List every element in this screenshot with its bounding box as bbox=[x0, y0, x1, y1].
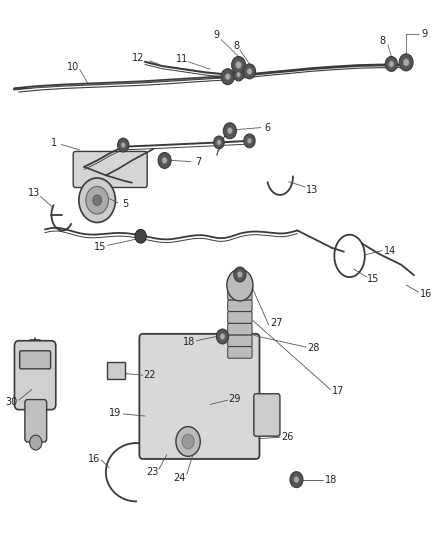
FancyBboxPatch shape bbox=[25, 400, 47, 442]
Text: 9: 9 bbox=[422, 29, 428, 39]
Circle shape bbox=[232, 56, 246, 74]
Circle shape bbox=[214, 136, 224, 149]
Text: 17: 17 bbox=[332, 385, 344, 395]
Text: 13: 13 bbox=[307, 184, 319, 195]
Text: 6: 6 bbox=[265, 123, 271, 133]
Text: 29: 29 bbox=[229, 394, 241, 404]
Text: 12: 12 bbox=[132, 53, 145, 63]
FancyBboxPatch shape bbox=[139, 334, 259, 459]
Text: 13: 13 bbox=[28, 188, 40, 198]
Circle shape bbox=[176, 426, 200, 456]
Circle shape bbox=[30, 435, 42, 450]
Text: 24: 24 bbox=[173, 473, 186, 482]
Text: 9: 9 bbox=[214, 30, 220, 40]
Text: 11: 11 bbox=[176, 54, 188, 63]
Text: 23: 23 bbox=[146, 467, 158, 477]
Circle shape bbox=[158, 152, 171, 168]
Circle shape bbox=[236, 61, 242, 69]
Circle shape bbox=[135, 229, 146, 243]
Circle shape bbox=[233, 68, 244, 81]
Circle shape bbox=[217, 140, 221, 145]
Text: 8: 8 bbox=[379, 36, 385, 46]
Circle shape bbox=[403, 59, 409, 66]
Text: 10: 10 bbox=[67, 62, 79, 72]
Circle shape bbox=[86, 187, 109, 214]
Text: 8: 8 bbox=[233, 42, 240, 52]
Text: 28: 28 bbox=[307, 343, 320, 353]
Text: 18: 18 bbox=[183, 337, 195, 347]
Text: 16: 16 bbox=[420, 289, 432, 299]
Circle shape bbox=[237, 271, 243, 278]
Circle shape bbox=[216, 329, 229, 344]
Text: 16: 16 bbox=[88, 454, 100, 464]
Text: 18: 18 bbox=[325, 475, 337, 484]
FancyBboxPatch shape bbox=[228, 312, 252, 323]
Text: 26: 26 bbox=[282, 432, 294, 442]
Circle shape bbox=[294, 477, 299, 483]
Text: 22: 22 bbox=[143, 370, 155, 380]
FancyBboxPatch shape bbox=[228, 346, 252, 358]
FancyBboxPatch shape bbox=[228, 300, 252, 312]
Text: 14: 14 bbox=[384, 246, 396, 256]
Circle shape bbox=[290, 472, 303, 488]
Circle shape bbox=[221, 69, 234, 85]
Circle shape bbox=[223, 123, 237, 139]
Circle shape bbox=[162, 157, 167, 164]
FancyBboxPatch shape bbox=[228, 323, 252, 335]
FancyBboxPatch shape bbox=[254, 394, 280, 436]
Circle shape bbox=[121, 142, 125, 148]
Text: 30: 30 bbox=[6, 397, 18, 407]
Circle shape bbox=[227, 127, 233, 134]
Circle shape bbox=[247, 138, 252, 143]
FancyBboxPatch shape bbox=[228, 335, 252, 346]
Circle shape bbox=[399, 54, 413, 71]
Circle shape bbox=[389, 61, 394, 67]
FancyBboxPatch shape bbox=[14, 341, 56, 410]
FancyBboxPatch shape bbox=[73, 151, 147, 188]
Circle shape bbox=[117, 138, 129, 152]
Circle shape bbox=[182, 434, 194, 449]
Text: 15: 15 bbox=[367, 274, 380, 284]
Circle shape bbox=[227, 269, 253, 301]
FancyBboxPatch shape bbox=[20, 351, 50, 369]
Circle shape bbox=[93, 195, 102, 206]
Circle shape bbox=[244, 134, 255, 148]
Text: 27: 27 bbox=[270, 318, 283, 328]
Circle shape bbox=[385, 56, 397, 71]
FancyBboxPatch shape bbox=[228, 288, 252, 300]
Text: 5: 5 bbox=[122, 199, 128, 209]
FancyBboxPatch shape bbox=[107, 362, 125, 379]
Circle shape bbox=[79, 178, 116, 222]
Circle shape bbox=[244, 64, 255, 79]
Text: 19: 19 bbox=[110, 408, 121, 418]
Circle shape bbox=[234, 267, 246, 282]
Text: 7: 7 bbox=[195, 157, 201, 166]
Circle shape bbox=[237, 72, 241, 77]
Circle shape bbox=[247, 68, 252, 75]
Circle shape bbox=[225, 74, 230, 80]
Text: 1: 1 bbox=[51, 139, 57, 149]
Text: 15: 15 bbox=[95, 243, 107, 253]
Circle shape bbox=[220, 333, 225, 340]
